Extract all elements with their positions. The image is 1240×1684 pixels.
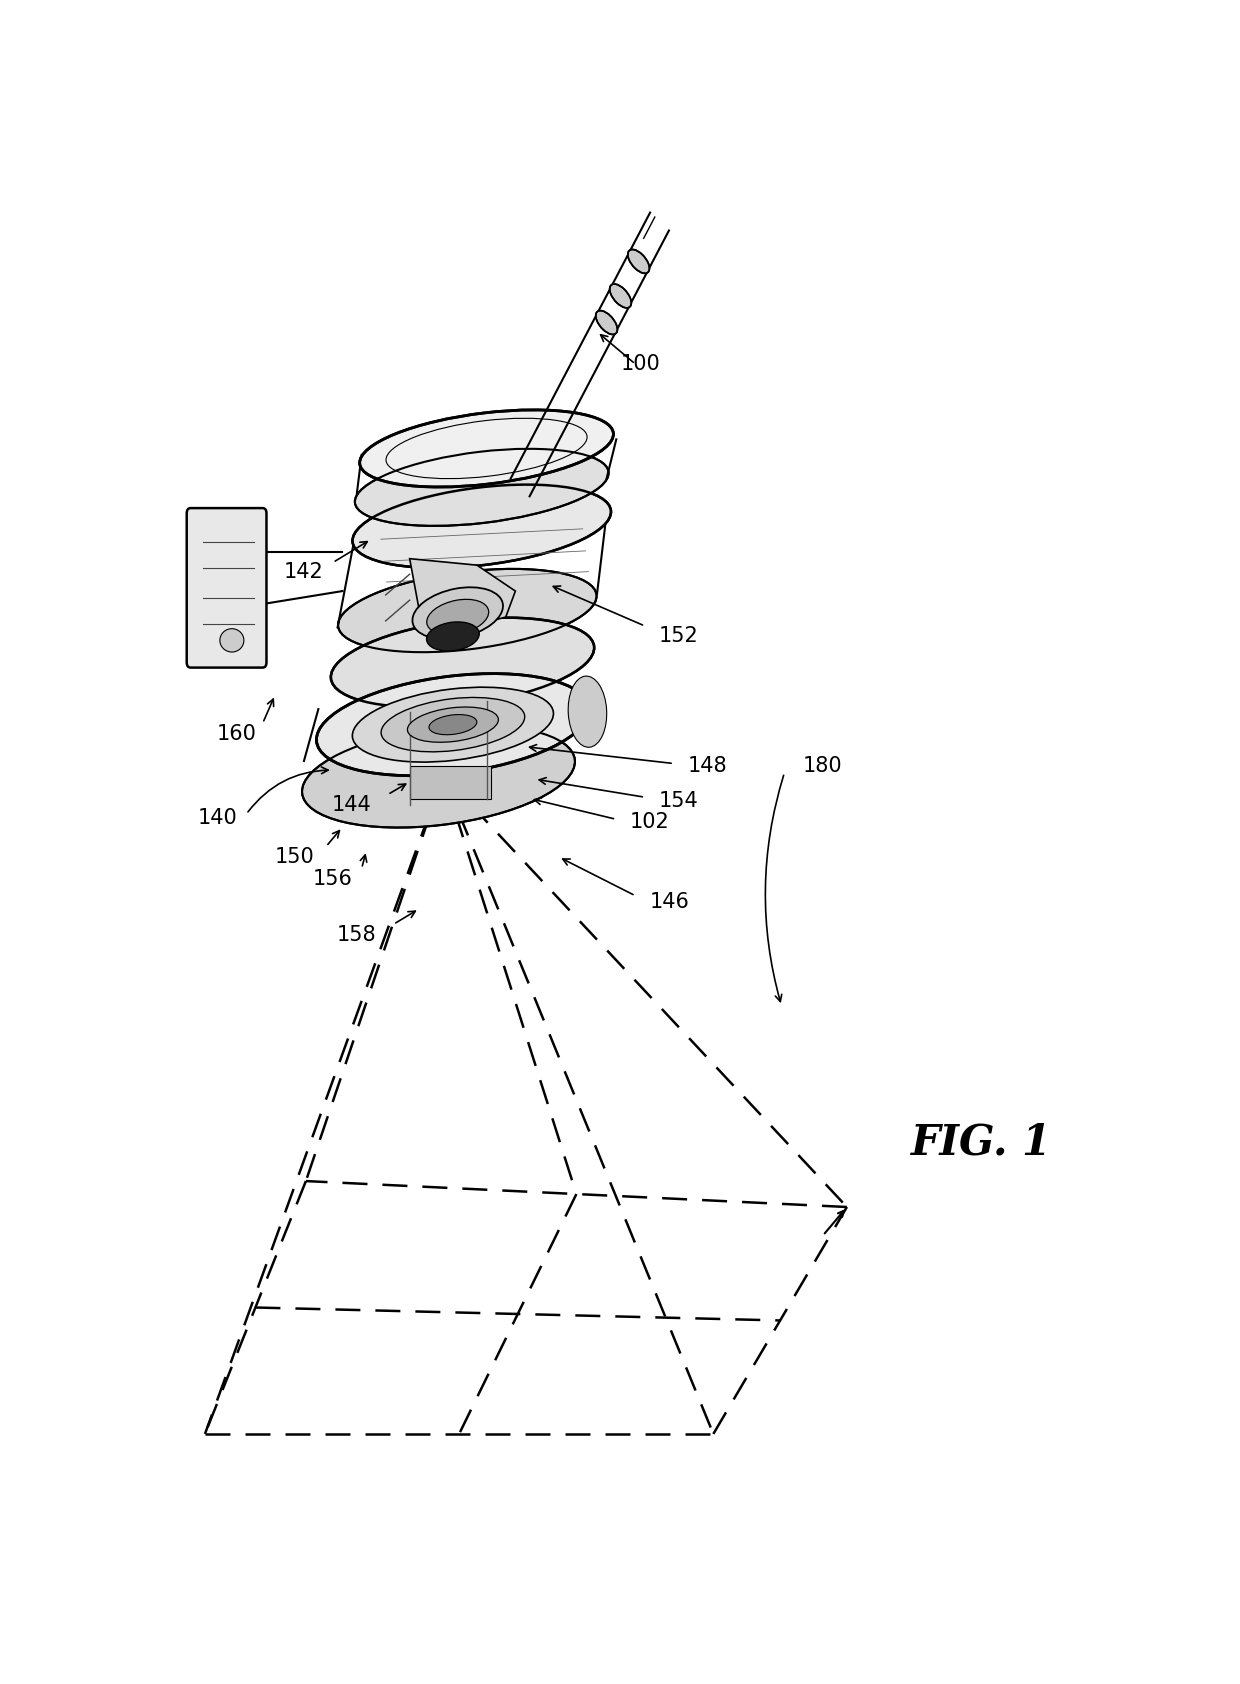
Ellipse shape	[429, 714, 477, 734]
Ellipse shape	[219, 628, 244, 652]
Ellipse shape	[408, 707, 498, 743]
Ellipse shape	[427, 621, 479, 652]
Ellipse shape	[610, 285, 631, 308]
Text: 102: 102	[630, 812, 670, 832]
Text: 140: 140	[197, 808, 237, 829]
Text: FIG. 1: FIG. 1	[911, 1122, 1052, 1164]
Text: 150: 150	[274, 847, 314, 867]
Ellipse shape	[413, 588, 503, 638]
Text: 144: 144	[332, 795, 372, 815]
Text: 160: 160	[217, 724, 257, 744]
Bar	[409, 766, 491, 798]
Ellipse shape	[316, 674, 589, 776]
Text: 146: 146	[650, 893, 689, 913]
Ellipse shape	[352, 687, 553, 763]
Ellipse shape	[595, 310, 618, 335]
Ellipse shape	[427, 600, 489, 635]
Text: 156: 156	[312, 869, 352, 889]
Ellipse shape	[352, 485, 611, 568]
Text: 100: 100	[620, 354, 660, 374]
FancyBboxPatch shape	[187, 509, 267, 667]
Text: 142: 142	[284, 562, 324, 581]
Text: 152: 152	[658, 626, 698, 647]
Ellipse shape	[331, 618, 594, 707]
Ellipse shape	[303, 726, 575, 827]
Ellipse shape	[360, 409, 614, 487]
Ellipse shape	[568, 675, 606, 748]
Text: 158: 158	[337, 925, 377, 945]
Ellipse shape	[381, 697, 525, 751]
Text: 148: 148	[688, 756, 728, 776]
Ellipse shape	[355, 450, 609, 525]
Polygon shape	[409, 559, 516, 630]
Text: 154: 154	[658, 791, 698, 812]
Ellipse shape	[627, 249, 650, 273]
Text: 180: 180	[804, 756, 843, 776]
Ellipse shape	[339, 569, 596, 652]
